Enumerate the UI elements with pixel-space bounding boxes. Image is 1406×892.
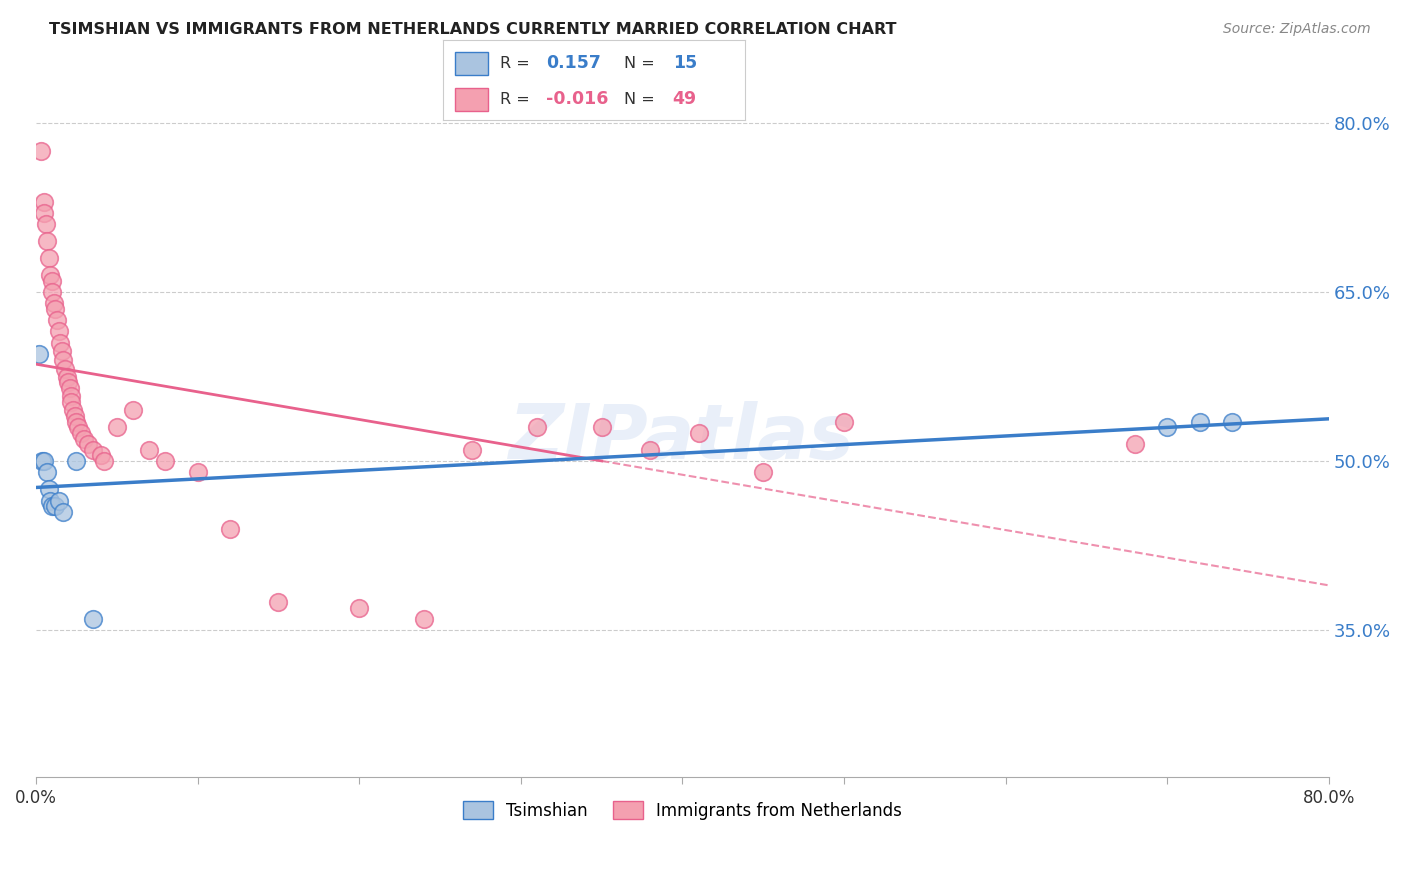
Text: ZIPatlas: ZIPatlas (509, 401, 855, 475)
Point (28, 347, 51, 361)
Point (461, 442, 484, 457)
Point (62, 403, 84, 417)
Point (39, 268, 62, 282)
Point (41, 285, 63, 299)
Point (219, 522, 242, 536)
Point (41, 274, 63, 288)
Point (93, 454, 115, 468)
Point (34, 217, 56, 231)
Point (76, 437, 98, 451)
Point (52, 505, 75, 519)
Text: R =: R = (501, 55, 530, 70)
Point (1123, 437, 1146, 451)
Text: N =: N = (624, 55, 655, 70)
Point (46, 313, 69, 327)
Text: Source: ZipAtlas.com: Source: ZipAtlas.com (1223, 22, 1371, 37)
Point (73, 432, 96, 446)
Point (48, 325, 70, 339)
Bar (456, 88, 488, 111)
Legend: Tsimshian, Immigrants from Netherlands: Tsimshian, Immigrants from Netherlands (456, 795, 908, 826)
Point (347, 600, 370, 615)
Text: 15: 15 (672, 54, 697, 72)
Text: 49: 49 (672, 90, 697, 108)
Text: -0.016: -0.016 (546, 90, 607, 108)
Point (82, 612, 104, 626)
Point (38, 483, 60, 497)
Point (60, 389, 83, 403)
Point (1156, 420, 1178, 434)
Point (138, 442, 160, 457)
Point (31, 454, 53, 468)
Text: N =: N = (624, 92, 655, 107)
Point (591, 420, 613, 434)
Point (122, 403, 145, 417)
Point (51, 343, 73, 358)
Point (41, 500, 63, 514)
Point (52, 352, 75, 367)
Point (638, 442, 661, 457)
Point (1220, 415, 1243, 429)
Text: R =: R = (501, 92, 530, 107)
Point (1188, 415, 1211, 429)
Point (32, 206, 55, 220)
Point (90, 449, 112, 463)
Point (37, 466, 59, 480)
Point (82, 442, 104, 457)
Point (187, 466, 209, 480)
Point (39, 493, 62, 508)
Point (44, 500, 66, 514)
Point (70, 425, 93, 440)
Point (55, 369, 77, 384)
Point (105, 420, 128, 434)
Point (267, 595, 290, 609)
Point (155, 454, 177, 468)
Point (53, 361, 76, 376)
Point (526, 420, 548, 434)
Point (44, 301, 66, 316)
Point (37, 234, 59, 248)
Point (58, 375, 80, 389)
Point (48, 493, 70, 508)
Point (32, 194, 55, 209)
Point (42, 296, 65, 310)
Point (832, 415, 855, 429)
Point (60, 395, 83, 409)
Point (65, 415, 87, 429)
Point (752, 466, 775, 480)
Text: 0.157: 0.157 (546, 54, 600, 72)
Point (412, 612, 434, 626)
Point (32, 454, 55, 468)
Point (30, 144, 52, 158)
Point (49, 335, 72, 350)
Point (65, 454, 87, 468)
Point (59, 381, 82, 395)
Bar (456, 52, 488, 75)
Point (63, 409, 86, 423)
Point (66, 420, 89, 434)
Point (688, 425, 710, 440)
Point (38, 251, 60, 265)
Text: TSIMSHIAN VS IMMIGRANTS FROM NETHERLANDS CURRENTLY MARRIED CORRELATION CHART: TSIMSHIAN VS IMMIGRANTS FROM NETHERLANDS… (49, 22, 897, 37)
